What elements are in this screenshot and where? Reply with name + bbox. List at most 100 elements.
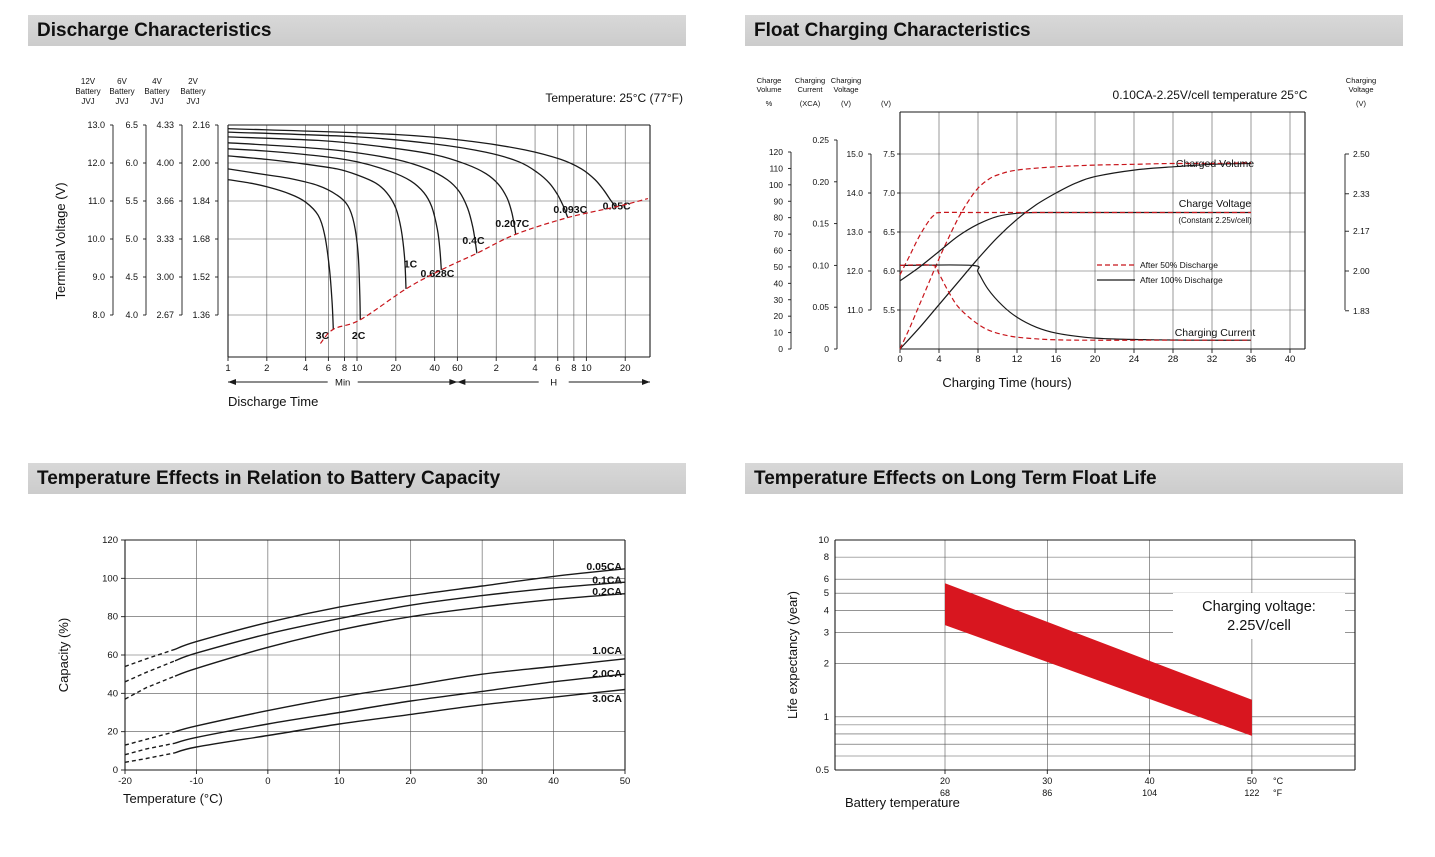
svg-text:1.68: 1.68 — [192, 234, 210, 244]
svg-text:2.00: 2.00 — [192, 158, 210, 168]
svg-text:10: 10 — [352, 363, 363, 374]
svg-text:0.05CA: 0.05CA — [586, 561, 622, 573]
svg-text:0: 0 — [265, 776, 270, 787]
svg-text:20: 20 — [107, 727, 118, 738]
svg-text:-20: -20 — [118, 776, 132, 787]
svg-text:2: 2 — [264, 363, 269, 374]
svg-text:-10: -10 — [190, 776, 204, 787]
svg-text:30: 30 — [774, 295, 784, 305]
svg-text:2V: 2V — [188, 77, 198, 86]
svg-text:10: 10 — [818, 535, 829, 546]
svg-text:2: 2 — [494, 363, 499, 374]
svg-text:Temperature (°C): Temperature (°C) — [123, 791, 223, 806]
svg-text:100: 100 — [769, 180, 783, 190]
svg-text:60: 60 — [452, 363, 463, 374]
svg-text:JVJ: JVJ — [115, 97, 128, 106]
svg-text:28: 28 — [1168, 354, 1179, 365]
svg-text:12.0: 12.0 — [87, 158, 105, 168]
svg-text:Battery: Battery — [180, 87, 205, 96]
svg-text:4: 4 — [936, 354, 941, 365]
svg-text:7.5: 7.5 — [883, 149, 895, 159]
svg-text:4.0: 4.0 — [125, 310, 138, 320]
svg-text:5.5: 5.5 — [883, 305, 895, 315]
svg-text:40: 40 — [548, 776, 559, 787]
svg-text:13.0: 13.0 — [87, 120, 105, 130]
svg-text:1C: 1C — [404, 259, 418, 271]
svg-text:(V): (V) — [841, 99, 852, 108]
svg-text:°F: °F — [1273, 788, 1283, 798]
svg-text:Voltage: Voltage — [1348, 85, 1373, 94]
svg-text:12.0: 12.0 — [846, 266, 863, 276]
float-charging-chart: 0 4 8 12 16 20 24 28 32 36 40 Charging Time (hours)… — [756, 76, 1376, 390]
svg-text:Charging Current: Charging Current — [1175, 327, 1256, 339]
svg-text:68: 68 — [940, 788, 950, 798]
temperature-capacity-chart: -20 -10 0 10 20 30 40 50 0 20 40 60 80 100 120 Temperat… — [56, 535, 631, 806]
svg-text:80: 80 — [107, 612, 118, 623]
svg-text:°C: °C — [1273, 776, 1284, 786]
svg-text:30: 30 — [1042, 776, 1052, 786]
svg-text:50: 50 — [774, 262, 784, 272]
svg-text:Battery: Battery — [144, 87, 169, 96]
svg-text:110: 110 — [769, 163, 783, 173]
svg-text:0.207C: 0.207C — [495, 218, 529, 230]
svg-text:104: 104 — [1142, 788, 1157, 798]
svg-text:10.0: 10.0 — [87, 234, 105, 244]
svg-text:15.0: 15.0 — [846, 149, 863, 159]
svg-text:4: 4 — [303, 363, 308, 374]
svg-text:4: 4 — [824, 605, 829, 616]
svg-text:0.093C: 0.093C — [553, 204, 587, 216]
svg-text:(V): (V) — [1356, 99, 1367, 108]
svg-text:%: % — [766, 99, 773, 108]
svg-text:3: 3 — [824, 627, 829, 638]
svg-text:100: 100 — [102, 573, 118, 584]
svg-text:8.0: 8.0 — [92, 310, 105, 320]
svg-text:3.66: 3.66 — [156, 196, 174, 206]
svg-text:Temperature: 25°C (77°F): Temperature: 25°C (77°F) — [545, 91, 683, 105]
svg-text:50: 50 — [1247, 776, 1257, 786]
svg-text:2.25V/cell: 2.25V/cell — [1227, 618, 1291, 634]
svg-text:2.0CA: 2.0CA — [592, 668, 622, 680]
svg-text:8: 8 — [571, 363, 576, 374]
svg-text:0.5: 0.5 — [816, 765, 829, 776]
svg-text:0.10CA-2.25V/cell temperature: 0.10CA-2.25V/cell temperature 25°C — [1113, 88, 1308, 102]
svg-text:8: 8 — [342, 363, 347, 374]
svg-text:0.4C: 0.4C — [462, 235, 485, 247]
svg-text:60: 60 — [107, 650, 118, 661]
svg-text:Charging: Charging — [795, 76, 825, 85]
svg-text:0: 0 — [778, 344, 783, 354]
svg-text:6.0: 6.0 — [883, 266, 895, 276]
svg-text:4.33: 4.33 — [156, 120, 174, 130]
svg-text:120: 120 — [102, 535, 118, 546]
svg-text:Life expectancy (year): Life expectancy (year) — [785, 591, 800, 719]
svg-text:H: H — [550, 378, 557, 389]
svg-text:4.5: 4.5 — [125, 272, 138, 282]
section-title-discharge: Discharge Characteristics — [28, 15, 686, 46]
svg-text:Min: Min — [335, 378, 350, 389]
svg-text:JVJ: JVJ — [186, 97, 199, 106]
svg-text:2.00: 2.00 — [1353, 266, 1370, 276]
svg-text:Battery temperature: Battery temperature — [845, 795, 960, 810]
svg-text:3C: 3C — [316, 330, 330, 342]
svg-text:90: 90 — [774, 196, 784, 206]
svg-text:6.5: 6.5 — [883, 227, 895, 237]
svg-text:2: 2 — [824, 659, 829, 670]
svg-text:2.16: 2.16 — [192, 120, 210, 130]
svg-text:6: 6 — [824, 574, 829, 585]
svg-text:5: 5 — [824, 588, 829, 599]
svg-text:8: 8 — [824, 552, 829, 563]
svg-text:122: 122 — [1244, 788, 1259, 798]
svg-text:(V): (V) — [881, 99, 892, 108]
svg-text:Charging: Charging — [1346, 76, 1376, 85]
svg-text:Terminal Voltage (V): Terminal Voltage (V) — [53, 182, 68, 299]
svg-text:1: 1 — [824, 712, 829, 723]
svg-text:Charge Voltage: Charge Voltage — [1179, 198, 1252, 210]
svg-text:2C: 2C — [352, 330, 366, 342]
svg-text:(Constant 2.25v/cell): (Constant 2.25v/cell) — [1178, 216, 1252, 225]
svg-text:40: 40 — [774, 278, 784, 288]
svg-text:10: 10 — [581, 363, 592, 374]
svg-text:2.67: 2.67 — [156, 310, 174, 320]
svg-text:20: 20 — [774, 311, 784, 321]
svg-text:50: 50 — [620, 776, 631, 787]
